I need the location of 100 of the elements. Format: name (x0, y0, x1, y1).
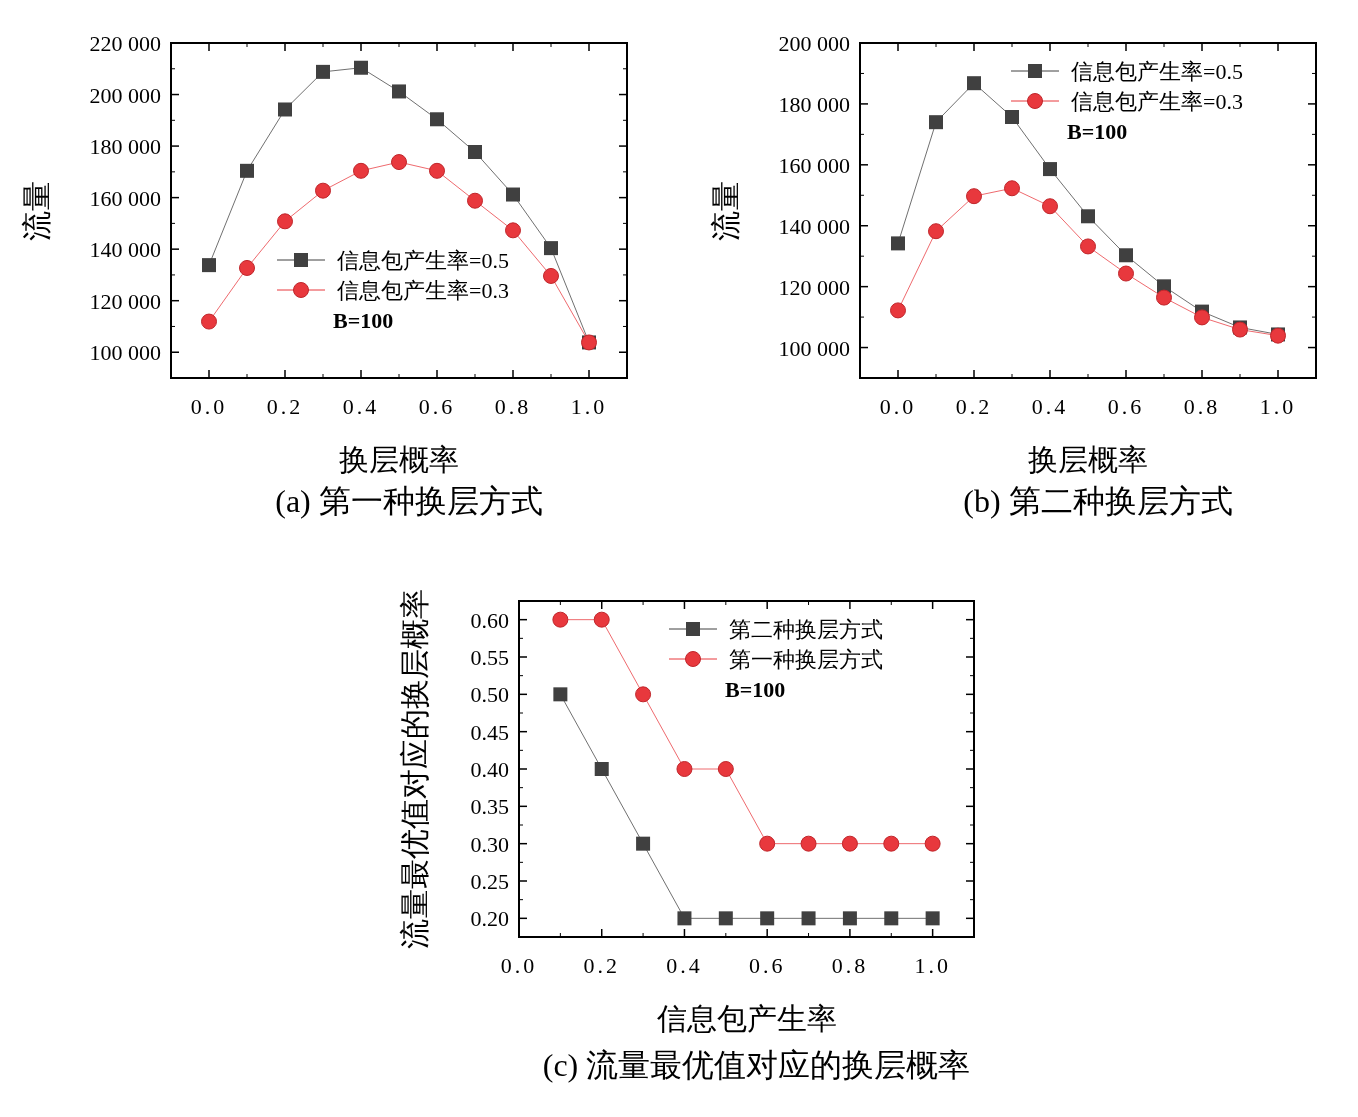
legend-label: 信息包产生率=0.3 (337, 278, 509, 303)
point (966, 188, 982, 205)
point (1156, 289, 1172, 306)
y-tick-label: 160 000 (778, 152, 850, 178)
point (277, 213, 293, 230)
y-tick-label: 140 000 (89, 237, 161, 263)
x-tick-label: 0.8 (831, 953, 869, 978)
x-tick-label: 0.6 (1107, 394, 1145, 419)
point (553, 687, 568, 702)
point (884, 911, 899, 926)
point (1043, 162, 1057, 177)
point (717, 761, 734, 777)
x-tick-label: 0.8 (1183, 394, 1221, 419)
annotation: B=100 (333, 308, 394, 333)
point (1119, 248, 1133, 263)
point (316, 64, 330, 79)
y-tick-label: 0.55 (470, 645, 509, 670)
text: (b) 第二种换层方式 (963, 483, 1233, 519)
point (1004, 180, 1020, 197)
point (552, 611, 569, 628)
x-axis-title: 换层概率 (1028, 443, 1148, 476)
y-tick-label: 220 000 (89, 31, 161, 56)
point (467, 192, 483, 209)
point (1194, 309, 1210, 326)
point (202, 258, 216, 273)
y-tick-label: 140 000 (778, 213, 850, 239)
y-tick-label: 0.40 (470, 757, 509, 782)
point (593, 611, 610, 628)
y-tick-label: 180 000 (778, 91, 850, 117)
x-tick-label: 0.4 (1031, 394, 1069, 419)
x-tick-label: 0.2 (583, 953, 620, 978)
y-tick-label: 0.50 (470, 682, 509, 708)
x-tick-label: 0.2 (266, 394, 304, 419)
y-tick-label: 100 000 (778, 335, 850, 361)
point (239, 259, 255, 276)
point (315, 182, 331, 199)
y-tick-label: 0.20 (470, 906, 509, 932)
point (928, 223, 944, 240)
legend-label: 信息包产生率=0.5 (1071, 59, 1243, 84)
legend-label: 信息包产生率=0.3 (1071, 89, 1243, 114)
point (392, 84, 406, 99)
point (1118, 265, 1134, 282)
y-tick-label: 0.30 (470, 831, 509, 857)
point (924, 835, 941, 852)
point (718, 911, 733, 926)
point (891, 236, 905, 251)
point (1005, 110, 1019, 125)
point (635, 686, 652, 703)
point (543, 267, 559, 284)
point (800, 835, 817, 852)
x-tick-label: 1.0 (570, 394, 608, 419)
y-tick-label: 0.25 (470, 869, 509, 894)
point (240, 163, 254, 178)
point (676, 761, 693, 777)
x-tick-label: 1.0 (1259, 394, 1297, 419)
point (677, 911, 692, 926)
point (801, 911, 816, 926)
point (278, 102, 292, 117)
y-tick-label: 0.45 (470, 719, 509, 745)
point (883, 835, 900, 852)
y-tick-label: 180 000 (89, 134, 161, 160)
point (841, 835, 858, 852)
text: (c) 流量最优值对应的换层概率 (542, 1047, 971, 1083)
point (967, 76, 981, 91)
x-tick-label: 0.0 (500, 953, 538, 978)
point (201, 313, 217, 330)
point (759, 835, 776, 852)
point (842, 911, 857, 926)
y-axis-title: 流量 (708, 180, 742, 241)
point (354, 60, 368, 75)
annotation: B=100 (1067, 119, 1128, 144)
point (925, 911, 940, 926)
y-axis-title: 流量最优值对应的换层概率 (397, 589, 431, 949)
x-tick-label: 0.2 (955, 394, 993, 419)
point (890, 302, 906, 319)
point (544, 241, 558, 256)
legend-label: 信息包产生率=0.5 (337, 248, 509, 273)
point (1081, 209, 1095, 224)
point (353, 162, 369, 179)
y-tick-label: 0.60 (470, 607, 509, 633)
y-tick-label: 0.35 (470, 794, 509, 820)
x-tick-label: 0.0 (879, 394, 917, 419)
y-tick-label: 200 000 (778, 31, 850, 56)
y-tick-label: 120 000 (89, 288, 161, 314)
point (506, 187, 520, 202)
y-tick-label: 200 000 (89, 82, 161, 108)
annotation: B=100 (725, 677, 786, 702)
x-tick-label: 0.8 (494, 394, 532, 419)
point (1080, 238, 1096, 255)
y-tick-label: 120 000 (778, 274, 850, 300)
x-tick-label: 0.6 (748, 953, 786, 978)
point (636, 836, 651, 851)
point (468, 145, 482, 159)
point (429, 162, 445, 179)
x-tick-label: 0.6 (418, 394, 456, 419)
x-tick-label: 0.0 (190, 394, 228, 419)
x-tick-label: 0.4 (342, 394, 380, 419)
y-tick-label: 100 000 (89, 340, 161, 366)
legend-label: 第一种换层方式 (729, 647, 883, 672)
point (929, 115, 943, 130)
